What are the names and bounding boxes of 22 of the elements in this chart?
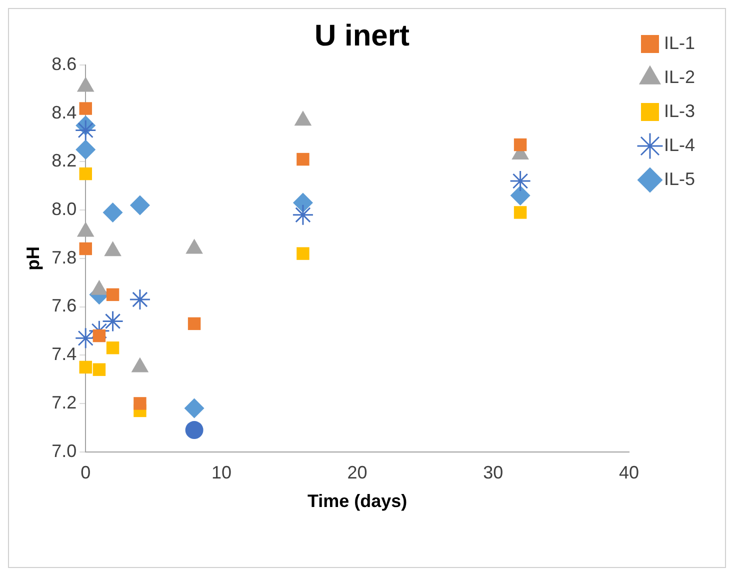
x-tick-label: 40 [618, 462, 639, 483]
y-axis-title: pH [22, 246, 43, 270]
y-tick-label: 7.4 [52, 344, 77, 364]
legend-label: IL-2 [664, 66, 696, 87]
y-tick-label: 8.2 [52, 150, 77, 171]
legend-label: IL-3 [664, 100, 696, 121]
x-tick-label: 10 [211, 462, 232, 483]
y-tick-label: 8.6 [52, 54, 77, 74]
legend-label: IL-5 [664, 168, 696, 189]
x-tick-label: 30 [483, 462, 504, 483]
x-axis-title: Time (days) [307, 491, 408, 512]
y-tick-label: 7.0 [52, 440, 77, 461]
chart-title: U inert [314, 19, 410, 52]
y-tick-label: 8.4 [52, 102, 77, 122]
x-tick-label: 20 [347, 462, 368, 483]
x-tick-label: 0 [80, 462, 91, 483]
y-tick-label: 7.6 [52, 296, 77, 316]
legend-label: IL-4 [664, 134, 696, 155]
y-tick-label: 8.0 [52, 199, 77, 220]
y-tick-label: 7.8 [52, 247, 77, 268]
legend-label: IL-1 [664, 32, 696, 53]
y-tick-label: 7.2 [52, 392, 77, 412]
